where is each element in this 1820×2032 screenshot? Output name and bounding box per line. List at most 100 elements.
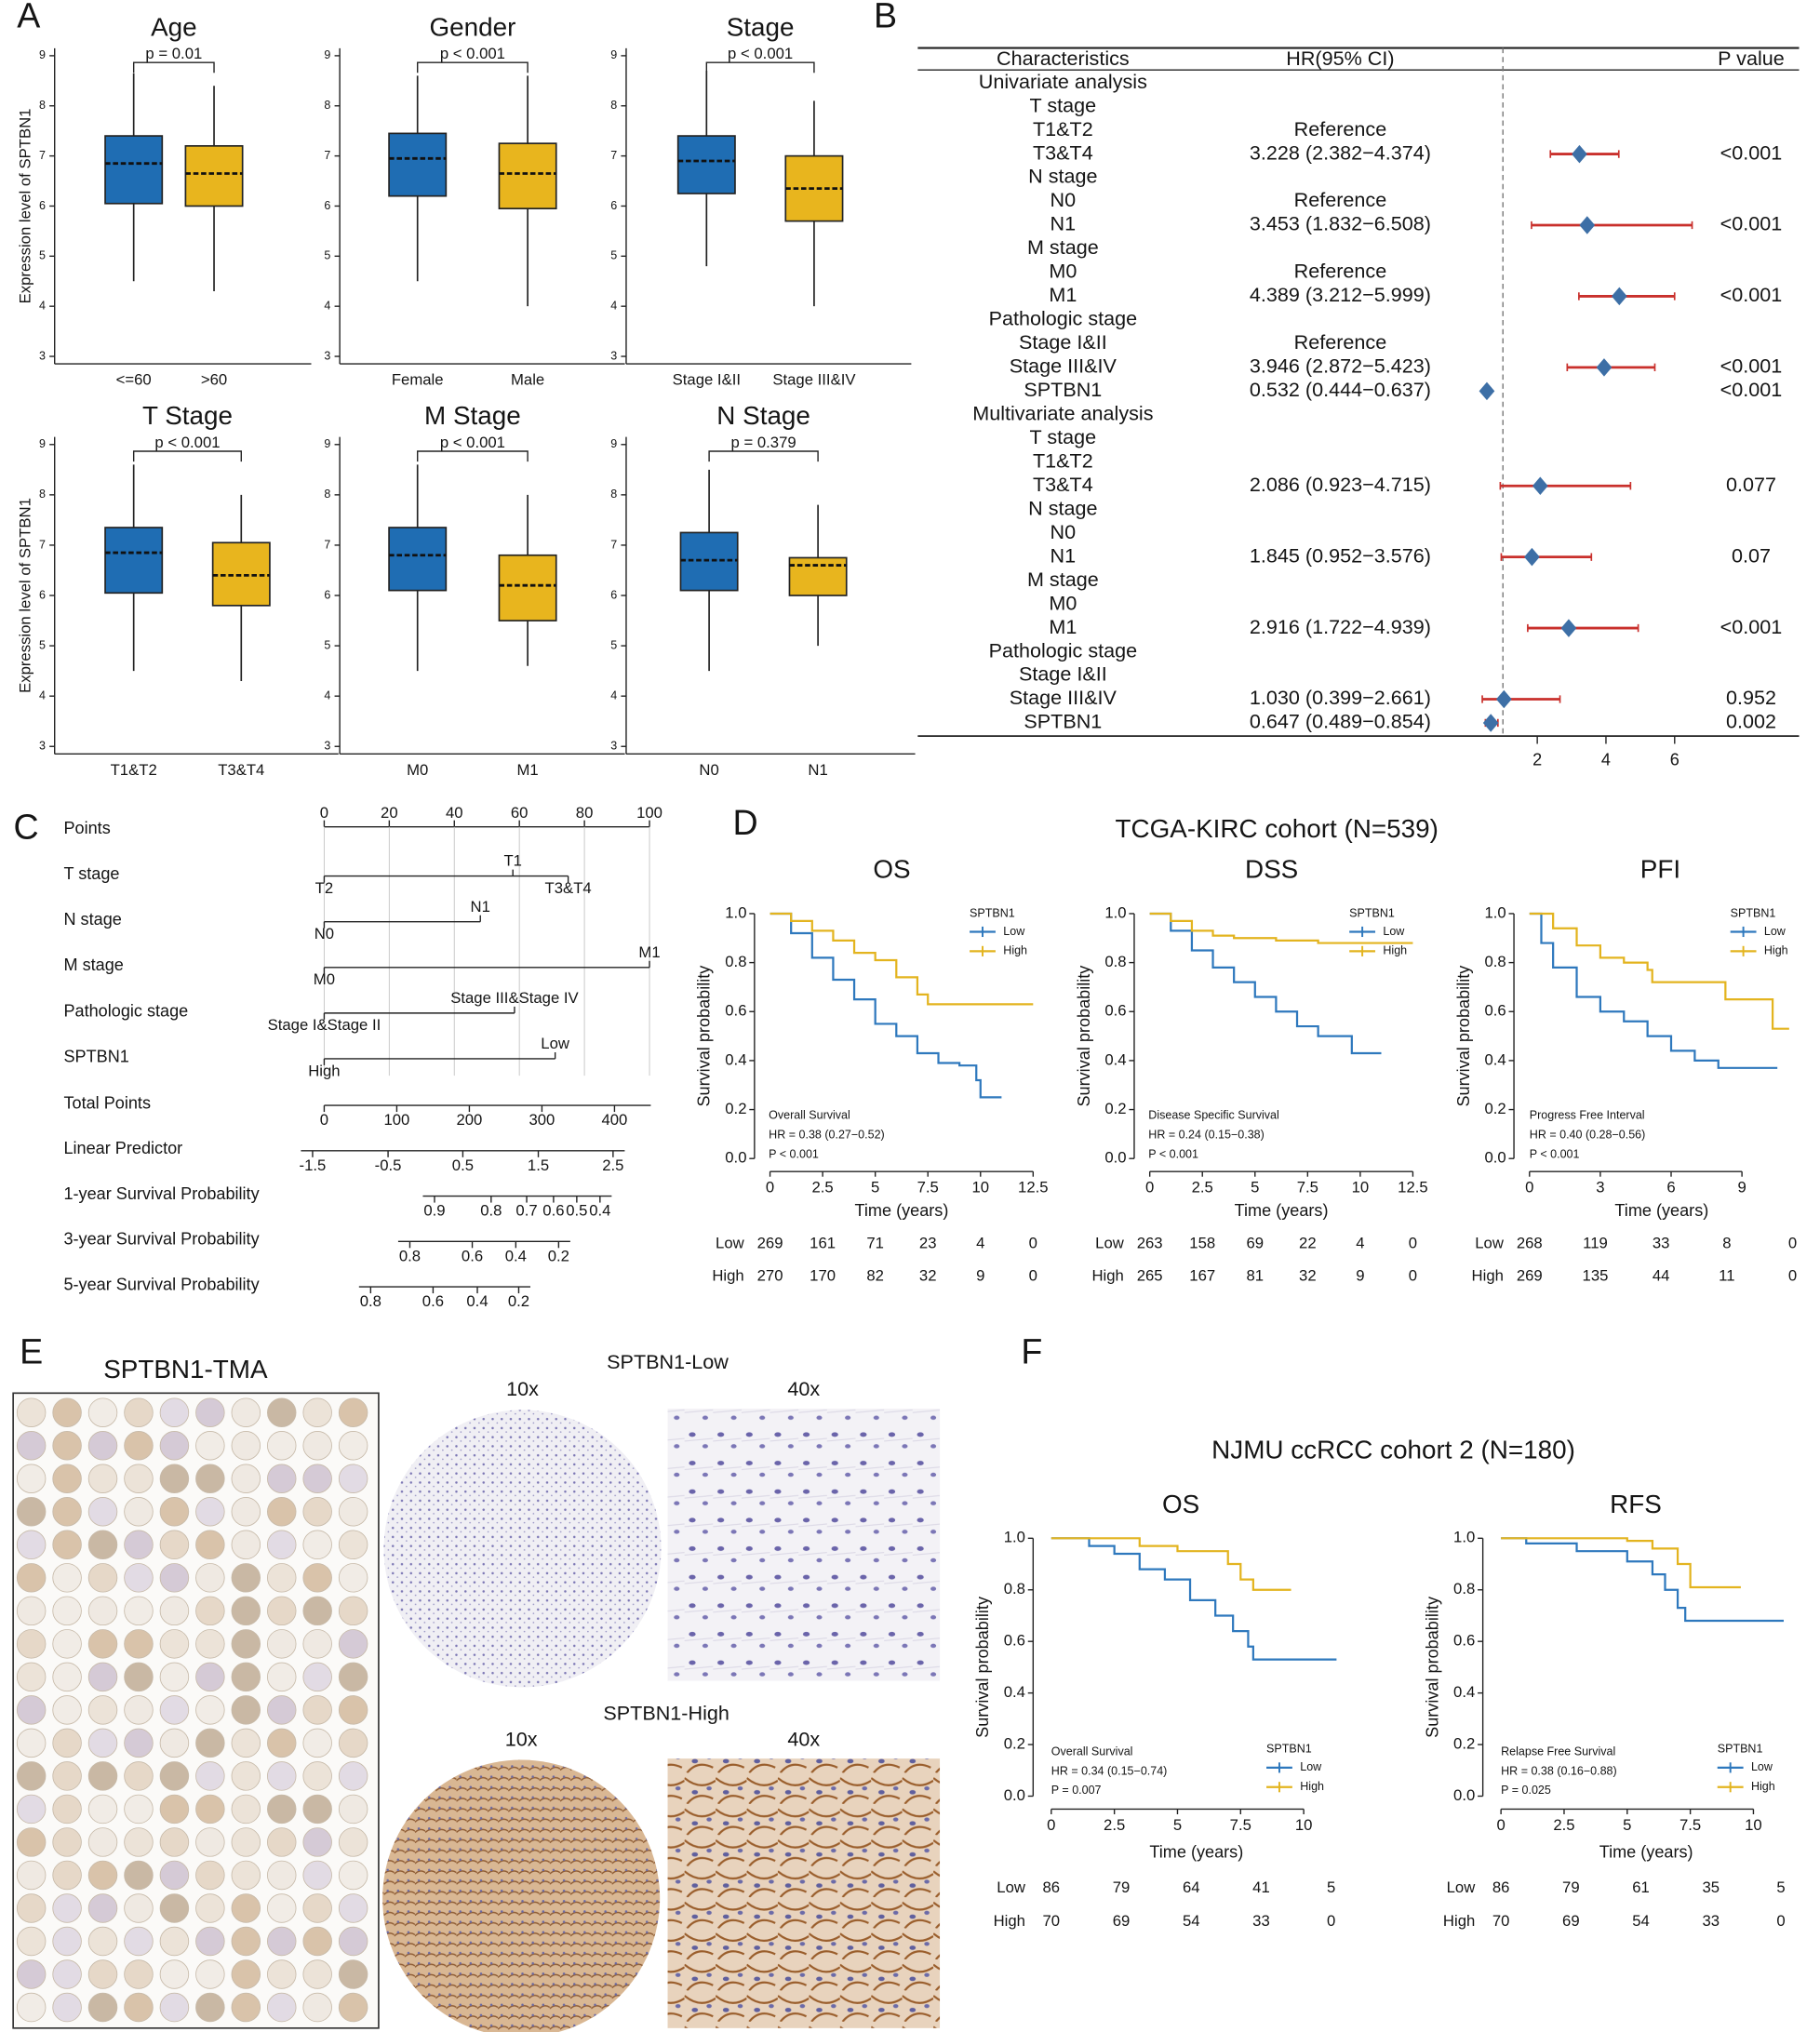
y-tick-label: 0.4: [1004, 1683, 1025, 1701]
p-value: p < 0.001: [154, 434, 220, 451]
scale-tick-label: 0.9: [423, 1202, 445, 1220]
tma-core: [267, 1464, 297, 1493]
row-label: Stage III&IV: [1010, 354, 1117, 378]
tma-core: [52, 1827, 82, 1857]
y-tick-label: 1.0: [725, 903, 746, 921]
y-tick-label: 6: [39, 199, 46, 212]
risk-row-label: High: [712, 1266, 743, 1284]
row-label: Total Points: [63, 1093, 151, 1112]
risk-count: 9: [1356, 1266, 1364, 1284]
x-axis-label: Time (years): [1614, 1201, 1708, 1220]
tma-core: [52, 1497, 82, 1527]
row-label: SPTBN1: [1024, 378, 1102, 401]
risk-count: 69: [1562, 1912, 1580, 1930]
y-tick-label: 0.4: [1453, 1683, 1475, 1701]
p-value: <0.001: [1720, 212, 1783, 235]
tma-core: [52, 1992, 82, 2023]
tma-core: [302, 1728, 332, 1758]
risk-count: 0: [1327, 1912, 1335, 1930]
x-tick-label: 100: [383, 1111, 409, 1129]
y-tick-label: 6: [610, 199, 617, 212]
x-tick-label: 3: [1596, 1179, 1604, 1196]
tma-core: [302, 1497, 332, 1527]
legend-title: SPTBN1: [1266, 1743, 1312, 1756]
risk-row-label: High: [994, 1912, 1025, 1930]
tma-core: [87, 1563, 118, 1593]
risk-count: 0: [1029, 1235, 1037, 1252]
tma-core: [195, 1860, 225, 1891]
y-tick-label: 0.2: [1484, 1100, 1506, 1117]
tma-core: [195, 1992, 225, 2023]
tma-core: [52, 1860, 82, 1891]
tma-core: [338, 1430, 368, 1461]
tma-core: [231, 1497, 261, 1527]
scale-tick-label: 0.8: [399, 1247, 421, 1264]
row-label: Pathologic stage: [989, 307, 1138, 330]
p-value: 0.077: [1726, 473, 1776, 496]
ihc-title: SPTBN1-TMA: [103, 1355, 268, 1384]
risk-row-label: Low: [997, 1878, 1026, 1896]
scale-tick-label: -0.5: [375, 1156, 402, 1174]
row-label: 1-year Survival Probability: [63, 1184, 260, 1203]
legend-title: SPTBN1: [970, 906, 1015, 919]
hr-point: [1611, 287, 1627, 306]
x-tick-label: 10: [1745, 1816, 1762, 1834]
x-tick-label: Stage III&IV: [772, 371, 856, 389]
p-value: p < 0.001: [440, 434, 505, 451]
risk-count: 0: [1788, 1266, 1797, 1284]
row-label: Points: [63, 819, 110, 837]
row-label: N1: [1051, 543, 1077, 567]
y-axis-label: Expression level of SPTBN1: [16, 498, 33, 693]
risk-count: 69: [1246, 1235, 1264, 1252]
box: [104, 135, 164, 205]
scale-tick-label: 0.4: [589, 1202, 610, 1220]
ci-caps: [1527, 623, 1639, 633]
x-tick-label: <=60: [116, 371, 152, 389]
risk-count: 79: [1562, 1878, 1580, 1896]
tma-core: [302, 1464, 332, 1493]
plot-title: Age: [151, 12, 197, 41]
survival-curve: [769, 912, 1002, 1099]
tma-core: [195, 1794, 225, 1825]
y-tick-label: 9: [610, 437, 617, 450]
plot-title: PFI: [1640, 854, 1680, 883]
y-tick-label: 0.0: [1484, 1149, 1506, 1167]
tma-core: [159, 1761, 190, 1791]
risk-count: 33: [1653, 1235, 1670, 1252]
y-tick-label: 4: [39, 299, 46, 312]
tma-core: [231, 1893, 261, 1923]
tma-core: [267, 1959, 297, 1989]
tma-core: [52, 1464, 82, 1493]
tma-core: [124, 1695, 154, 1725]
box: [498, 554, 557, 622]
y-tick-label: 8: [324, 99, 330, 112]
risk-count: 5: [1327, 1878, 1335, 1896]
row-label: N0: [1051, 188, 1077, 211]
y-tick-label: 0.4: [1484, 1050, 1506, 1068]
ci-caps: [1566, 363, 1656, 372]
annotation: HR = 0.24 (0.15−0.38): [1148, 1128, 1265, 1141]
y-tick-label: 8: [324, 488, 330, 501]
scale-tick-label: 0.6: [462, 1247, 483, 1264]
y-tick-label: 9: [39, 437, 46, 450]
x-tick-label: Female: [392, 371, 444, 389]
x-tick-label: 6: [1670, 750, 1679, 769]
row-label: SPTBN1: [1024, 710, 1102, 733]
tma-core: [87, 1728, 118, 1758]
x-tick-label: 7.5: [1679, 1816, 1701, 1834]
tma-core: [124, 1497, 154, 1527]
risk-count: 81: [1246, 1266, 1264, 1284]
x-tick-label: 6: [1666, 1179, 1675, 1196]
scale-tick-label: 1.5: [528, 1156, 549, 1174]
y-tick-label: 3: [39, 349, 46, 362]
annotation: P < 0.001: [769, 1147, 819, 1160]
x-tick-label: 100: [636, 804, 662, 822]
panel-label: D: [733, 803, 758, 842]
x-tick-label: 0: [766, 1179, 774, 1196]
risk-count: 70: [1043, 1912, 1061, 1930]
x-tick-label: N1: [808, 761, 827, 779]
scale-tick-label: 0.6: [542, 1202, 564, 1220]
legend-label: Low: [1764, 925, 1787, 938]
risk-row-label: High: [1443, 1912, 1475, 1930]
